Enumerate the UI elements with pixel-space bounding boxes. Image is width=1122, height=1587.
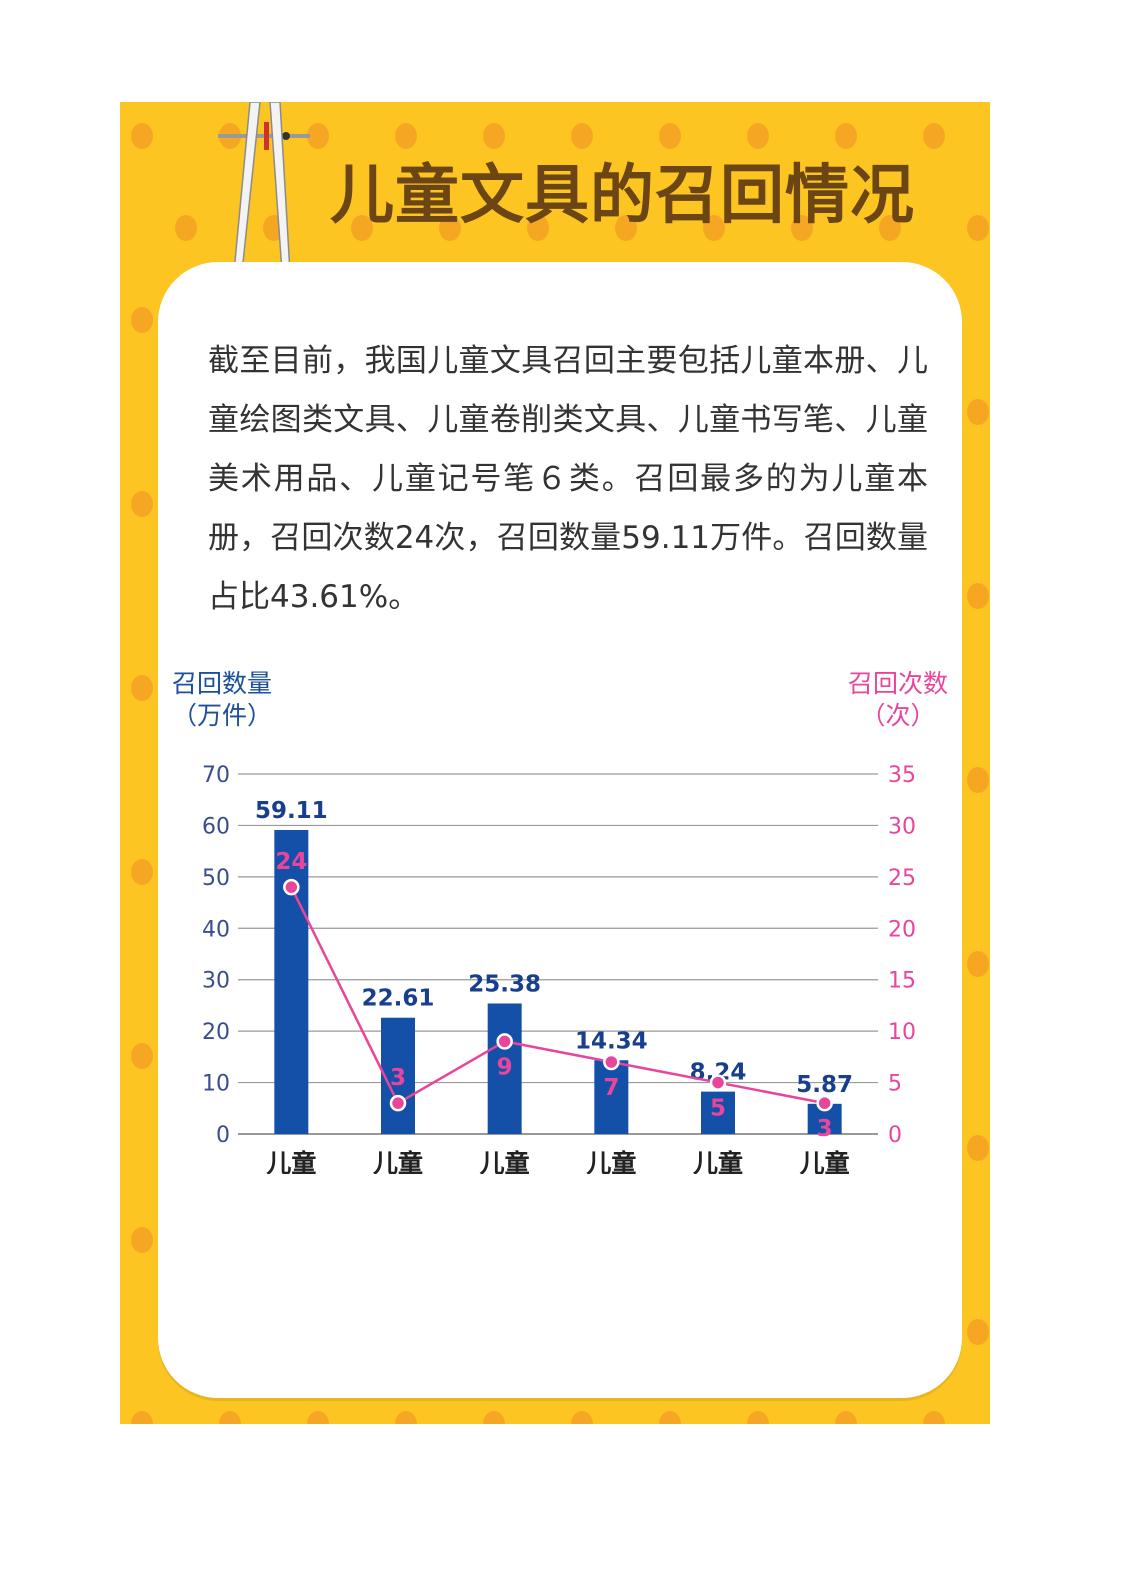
right-tick-label: 20 (888, 917, 916, 942)
line-value-label: 24 (275, 849, 307, 875)
polka-dot (571, 123, 593, 149)
line-point (283, 878, 300, 896)
line-point (709, 1074, 727, 1091)
line-value-label: 7 (603, 1075, 619, 1101)
polka-dot (351, 215, 373, 241)
polka-dot (967, 399, 989, 425)
polka-dot (131, 1227, 153, 1253)
left-tick-label: 10 (202, 1072, 230, 1097)
bar-value-label: 5.87 (796, 1072, 853, 1098)
polka-dot (483, 123, 505, 149)
polka-dot (659, 123, 681, 149)
polka-dot (879, 215, 901, 241)
right-tick-label: 35 (888, 763, 916, 788)
right-tick-label: 5 (888, 1072, 902, 1097)
polka-dot (615, 215, 637, 241)
polka-dot (967, 583, 989, 609)
polka-dot (923, 123, 945, 149)
line-point (389, 1094, 407, 1112)
category-label: 儿童 (373, 1149, 423, 1174)
polka-dot (659, 1411, 681, 1424)
left-tick-label: 60 (202, 814, 230, 839)
right-tick-label: 30 (888, 814, 916, 839)
category-label: 儿童 (480, 1149, 530, 1174)
line-value-label: 3 (390, 1065, 406, 1091)
category-label: 儿童 (693, 1149, 743, 1174)
bar (381, 1017, 415, 1134)
polka-dot (747, 1411, 769, 1424)
bar-value-label: 22.61 (362, 986, 435, 1012)
bar (274, 830, 309, 1134)
polka-dot (527, 215, 549, 241)
polka-dot (571, 1411, 593, 1424)
polka-dot (395, 123, 417, 149)
line-point (496, 1033, 513, 1050)
right-tick-label: 15 (888, 969, 916, 994)
polka-dot (967, 1135, 989, 1161)
line-point (816, 1094, 833, 1112)
right-axis-title: （次） (860, 701, 935, 730)
left-tick-label: 50 (202, 866, 230, 891)
recall-chart: 召回数量 （万件） 召回次数 （次） 0 10 20 30 40 50 60 70 0 5 10 15 20 25… (172, 669, 948, 1174)
right-tick-label: 10 (888, 1020, 916, 1045)
polka-dot (967, 767, 989, 793)
intro-paragraph: 截至目前，我国儿童文具召回主要包括儿童本册、儿童绘图类文具、儿童卷削类文具、儿童… (208, 343, 928, 615)
bar (701, 1091, 735, 1134)
polka-dot (923, 1411, 945, 1424)
category-label: 儿童 (800, 1149, 850, 1174)
polka-dot (791, 215, 813, 241)
polka-dot (439, 215, 461, 241)
polka-dot (131, 307, 153, 333)
polka-dot (483, 1411, 505, 1424)
left-tick-label: 70 (202, 763, 230, 788)
bar-value-label: 14.34 (575, 1028, 648, 1054)
polka-dot (967, 1319, 989, 1345)
polka-dot (131, 1043, 153, 1069)
line-series (290, 886, 825, 1105)
left-tick-label: 0 (216, 1123, 230, 1148)
left-axis-title: 召回数量 (172, 669, 272, 698)
polka-dot (131, 123, 153, 149)
content-card: 截至目前，我国儿童文具召回主要包括儿童本册、儿童绘图类文具、儿童卷削类文具、儿童… (158, 262, 962, 1398)
polka-dot (307, 1411, 329, 1424)
polka-dot (967, 951, 989, 977)
polka-dot (835, 123, 857, 149)
right-tick-label: 25 (888, 866, 916, 891)
polka-dot (175, 215, 197, 241)
line-value-label: 9 (497, 1054, 513, 1080)
category-label: 儿童 (586, 1149, 636, 1174)
polka-dot (395, 1411, 417, 1424)
polka-dot (131, 491, 153, 517)
left-tick-label: 40 (202, 917, 230, 942)
left-tick-label: 20 (202, 1020, 230, 1045)
right-axis-title: 召回次数 (848, 669, 948, 698)
polka-dot (747, 123, 769, 149)
page-title: 儿童文具的召回情况 (330, 159, 915, 233)
polka-dot (131, 675, 153, 701)
bar-value-label: 59.11 (255, 798, 328, 824)
line-point (603, 1053, 620, 1071)
left-axis-title: （万件） (172, 701, 272, 730)
bar (594, 1060, 629, 1134)
bar (487, 1003, 522, 1134)
polka-dot (967, 215, 989, 241)
left-tick-label: 30 (202, 969, 230, 994)
right-tick-label: 0 (888, 1123, 902, 1148)
polka-dot (703, 215, 725, 241)
poster: 儿童文具的召回情况 截至目前，我国儿童文具召回主要包括儿童本册、儿童绘图类文具、… (120, 102, 990, 1424)
bar-value-label: 25.38 (468, 971, 541, 997)
polka-dot (835, 1411, 857, 1424)
polka-dot (131, 1411, 153, 1424)
polka-dot (131, 859, 153, 885)
line-value-label: 3 (817, 1116, 833, 1142)
polka-dot (219, 1411, 241, 1424)
line-value-label: 5 (710, 1096, 726, 1122)
polka-dot (307, 123, 329, 149)
category-label: 儿童 (266, 1149, 316, 1174)
